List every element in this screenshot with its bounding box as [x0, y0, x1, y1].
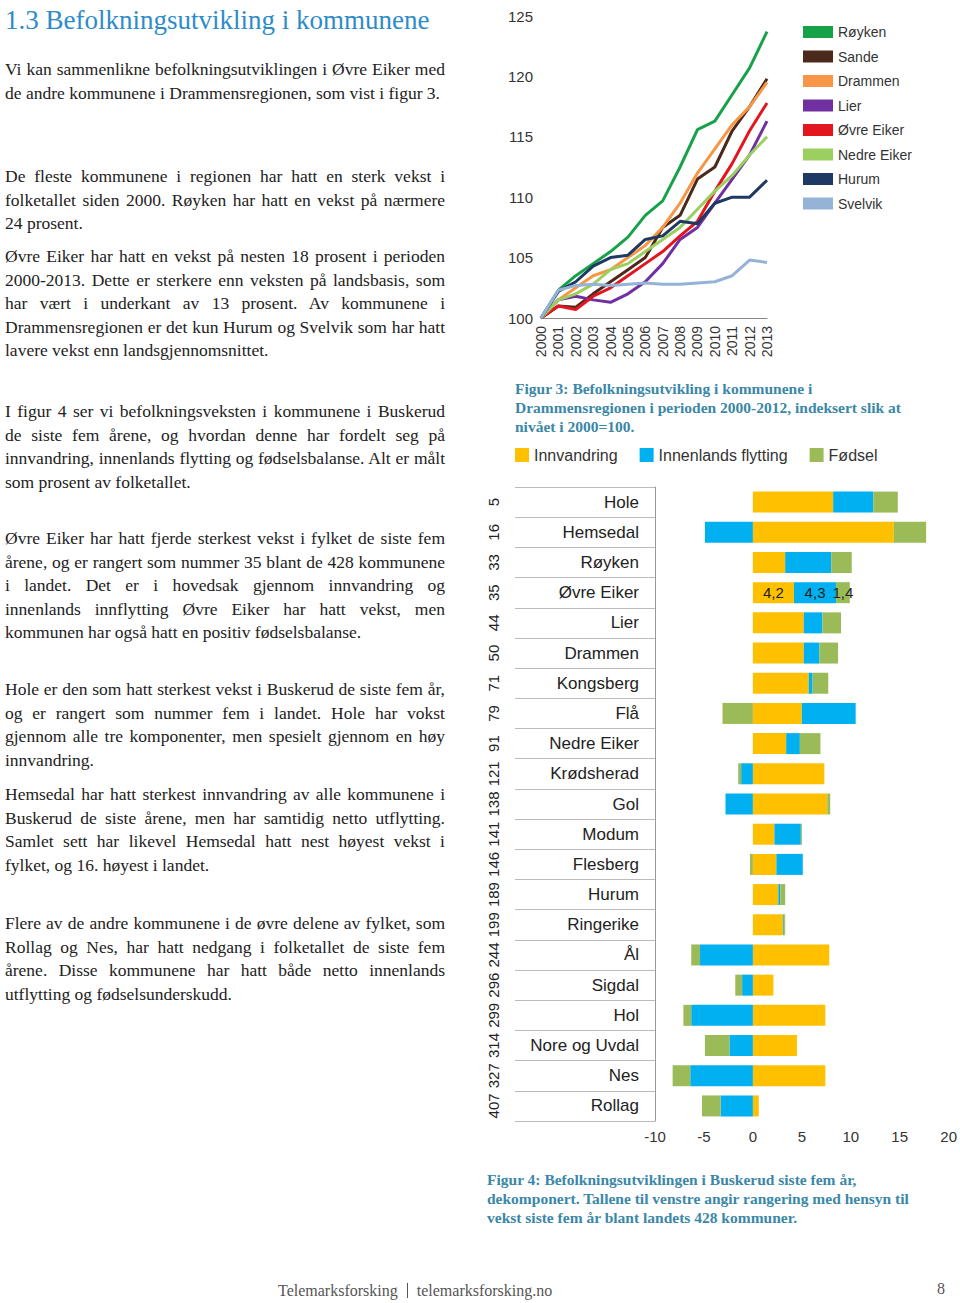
- svg-text:Innvandring: Innvandring: [534, 447, 618, 464]
- svg-text:35: 35: [485, 584, 502, 601]
- svg-text:71: 71: [485, 675, 502, 692]
- html-text:Vi kan sammenlikne befolknings: Vi kan sammenlikne befolkningsutviklinge…: [5, 59, 445, 103]
- svg-text:Innenlands flytting: Innenlands flytting: [659, 447, 788, 464]
- svg-text:2013: 2013: [759, 326, 775, 357]
- svg-text:Gol: Gol: [613, 795, 639, 814]
- svg-text:16: 16: [485, 524, 502, 541]
- svg-text:0: 0: [749, 1128, 757, 1145]
- html-text:Hemsedal har hatt sterkest inn: Hemsedal har hatt sterkest innvandring a…: [5, 784, 445, 875]
- svg-text:299: 299: [485, 1003, 502, 1028]
- svg-text:Røyken: Røyken: [838, 24, 886, 40]
- svg-text:4,2: 4,2: [763, 584, 784, 601]
- svg-text:10: 10: [842, 1128, 859, 1145]
- svg-text:33: 33: [485, 554, 502, 571]
- svg-text:20: 20: [940, 1128, 957, 1145]
- svg-text:Hemsedal: Hemsedal: [562, 523, 639, 542]
- svg-text:115: 115: [509, 128, 533, 145]
- html-text:Flere av de andre kommunene i: Flere av de andre kommunene i de øvre de…: [5, 913, 445, 1004]
- svg-text:Nedre Eiker: Nedre Eiker: [838, 147, 912, 163]
- svg-text:Flå: Flå: [615, 704, 639, 723]
- html-text:Øvre Eiker har hatt fjerde ste: Øvre Eiker har hatt fjerde sterkest veks…: [5, 528, 445, 643]
- svg-text:314: 314: [485, 1033, 502, 1058]
- svg-text:121: 121: [485, 761, 502, 786]
- svg-text:120: 120: [508, 68, 533, 85]
- svg-text:2011: 2011: [724, 326, 740, 356]
- svg-text:50: 50: [485, 645, 502, 662]
- svg-text:Fødsel: Fødsel: [829, 447, 878, 464]
- svg-text:Krødsherad: Krødsherad: [550, 764, 639, 783]
- svg-text:Kongsberg: Kongsberg: [557, 674, 639, 693]
- svg-text:2006: 2006: [637, 326, 653, 357]
- svg-text:2002: 2002: [568, 326, 584, 357]
- html-text:Hole er den som hatt sterkest: Hole er den som hatt sterkest vekst i Bu…: [5, 679, 445, 770]
- svg-text:141: 141: [485, 822, 502, 847]
- svg-text:2004: 2004: [603, 326, 619, 357]
- html-text:Telemarksforsking: Telemarksforsking: [278, 1282, 398, 1299]
- svg-text:4,3: 4,3: [805, 584, 826, 601]
- svg-text:Sigdal: Sigdal: [592, 976, 639, 995]
- svg-text:91: 91: [485, 735, 502, 752]
- svg-text:Lier: Lier: [611, 613, 640, 632]
- svg-text:Hole: Hole: [604, 493, 639, 512]
- svg-text:125: 125: [508, 8, 533, 25]
- svg-text:244: 244: [485, 942, 502, 967]
- svg-text:138: 138: [485, 791, 502, 816]
- svg-text:2001: 2001: [550, 326, 566, 357]
- svg-text:296: 296: [485, 973, 502, 998]
- svg-text:Modum: Modum: [582, 825, 639, 844]
- html-text:Figur 3: Befolkningsutvikling: Figur 3: Befolkningsutvikling i kommunen…: [515, 380, 901, 435]
- svg-text:Svelvik: Svelvik: [838, 196, 883, 212]
- svg-text:5: 5: [798, 1128, 806, 1145]
- html-text:telemarksforsking.no: telemarksforsking.no: [416, 1282, 553, 1299]
- html-text:De fleste kommunene i regionen: De fleste kommunene i regionen har hatt …: [5, 166, 445, 234]
- svg-text:Hurum: Hurum: [838, 171, 880, 187]
- svg-text:2009: 2009: [689, 326, 705, 357]
- html-text:1.3 Befolkningsutvikling i kom: 1.3 Befolkningsutvikling i kommunene: [5, 5, 430, 35]
- svg-text:Nes: Nes: [609, 1066, 639, 1085]
- svg-text:2010: 2010: [707, 326, 723, 357]
- svg-text:Rollag: Rollag: [591, 1096, 639, 1115]
- svg-text:2003: 2003: [585, 326, 601, 357]
- svg-text:2008: 2008: [672, 326, 688, 357]
- svg-text:2012: 2012: [742, 326, 758, 357]
- svg-text:146: 146: [485, 852, 502, 877]
- svg-text:Nedre Eiker: Nedre Eiker: [549, 734, 639, 753]
- svg-text:44: 44: [485, 615, 502, 632]
- svg-text:-5: -5: [697, 1128, 710, 1145]
- svg-text:Ringerike: Ringerike: [567, 915, 639, 934]
- svg-text:1,4: 1,4: [833, 584, 854, 601]
- svg-text:189: 189: [485, 882, 502, 907]
- svg-text:2000: 2000: [533, 326, 549, 357]
- svg-text:15: 15: [891, 1128, 908, 1145]
- svg-text:Røyken: Røyken: [580, 553, 639, 572]
- svg-text:100: 100: [508, 310, 533, 327]
- svg-text:Drammen: Drammen: [564, 644, 639, 663]
- svg-text:-10: -10: [644, 1128, 666, 1145]
- svg-text:Sande: Sande: [838, 49, 879, 65]
- html-text:8: 8: [937, 1280, 945, 1297]
- svg-text:Drammen: Drammen: [838, 73, 899, 89]
- svg-text:Øvre Eiker: Øvre Eiker: [559, 583, 640, 602]
- svg-text:2005: 2005: [620, 326, 636, 357]
- svg-text:Øvre Eiker: Øvre Eiker: [838, 122, 904, 138]
- svg-text:Hol: Hol: [613, 1006, 639, 1025]
- svg-text:Lier: Lier: [838, 98, 862, 114]
- svg-text:Ål: Ål: [624, 945, 639, 964]
- svg-text:5: 5: [485, 498, 502, 506]
- svg-text:327: 327: [485, 1063, 502, 1088]
- svg-text:110: 110: [509, 189, 533, 206]
- html-text:Figur 4: Befolkningsutviklinge: Figur 4: Befolkningsutviklingen i Busker…: [487, 1171, 909, 1226]
- svg-text:Flesberg: Flesberg: [573, 855, 639, 874]
- svg-text:407: 407: [485, 1093, 502, 1118]
- svg-text:Nore og Uvdal: Nore og Uvdal: [530, 1036, 639, 1055]
- svg-text:Hurum: Hurum: [588, 885, 639, 904]
- svg-text:2007: 2007: [655, 326, 671, 357]
- svg-text:79: 79: [485, 705, 502, 722]
- html-text:Øvre Eiker har hatt en vekst p: Øvre Eiker har hatt en vekst på nesten 1…: [5, 246, 445, 361]
- html-text:I figur 4 ser vi befolkningsve: I figur 4 ser vi befolkningsveksten i ko…: [5, 401, 445, 492]
- svg-text:105: 105: [508, 249, 533, 266]
- svg-text:199: 199: [485, 912, 502, 937]
